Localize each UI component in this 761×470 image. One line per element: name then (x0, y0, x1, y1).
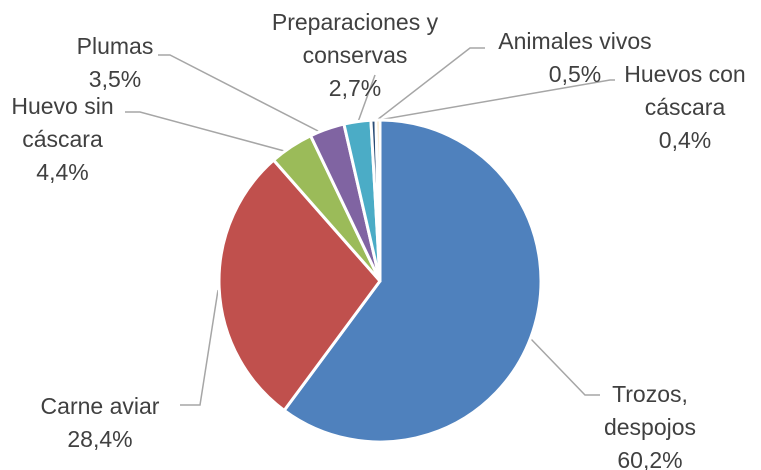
category-name: Carne aviar (40, 393, 160, 419)
pie-slice (374, 118, 382, 283)
leader-line (158, 54, 321, 133)
slice-label: Huevo sin cáscara 4,4% (0, 90, 125, 189)
value-label: 0,4% (658, 127, 712, 153)
leader-line (376, 47, 485, 121)
value-label: 2,7% (328, 75, 382, 101)
value-label: 4,4% (36, 159, 89, 185)
category-name: Plumas (76, 33, 154, 59)
category-name: Trozos, despojos (603, 381, 697, 440)
category-name: Animales vivos (498, 28, 652, 54)
pie-slice (282, 118, 543, 444)
leader-line (180, 289, 219, 406)
leader-line (378, 79, 615, 121)
value-label: 0,5% (548, 61, 602, 87)
value-label: 60,2% (617, 447, 683, 470)
category-name: Huevos con cáscara (624, 61, 746, 120)
leader-line (125, 111, 289, 153)
slice-label: Huevos con cáscara 0,4% (615, 58, 755, 157)
leader-lines (125, 47, 615, 406)
slice-label: Plumas 3,5% (60, 30, 170, 96)
leader-line (529, 337, 600, 396)
slice-label: Trozos, despojos 60,2% (585, 378, 715, 470)
value-label: 3,5% (88, 66, 142, 92)
slices (217, 118, 543, 444)
pie-slice (217, 158, 382, 412)
slice-label: Animales vivos 0,5% (480, 25, 670, 91)
leader-line (357, 74, 376, 123)
slice-label: Carne aviar 28,4% (15, 390, 185, 456)
slice-label: Preparaciones y conservas 2,7% (255, 6, 455, 105)
value-label: 28,4% (67, 426, 133, 452)
category-name: Preparaciones y conservas (271, 9, 439, 68)
category-name: Huevo sin cáscara (11, 93, 114, 152)
